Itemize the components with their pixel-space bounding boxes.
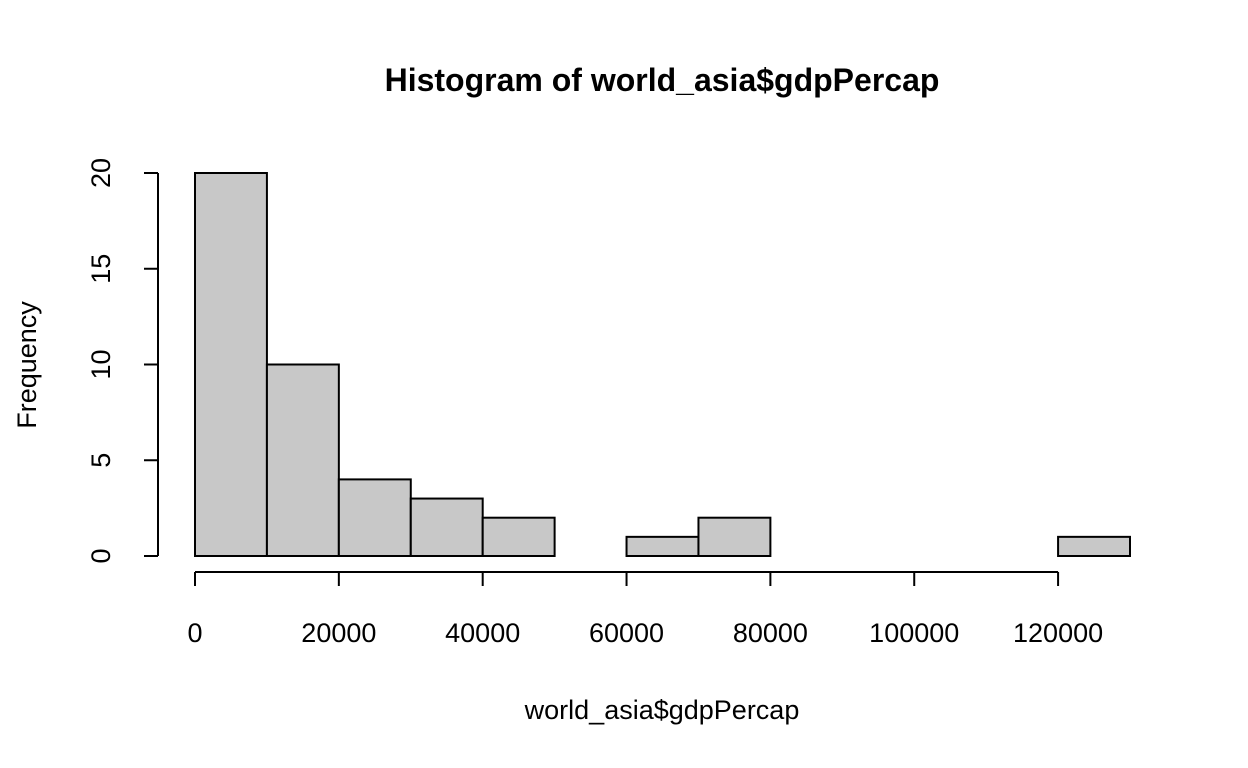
x-tick-label: 40000: [445, 618, 520, 648]
histogram-bar: [194, 172, 268, 557]
histogram-bar: [337, 478, 412, 557]
x-tick-label: 0: [187, 618, 202, 648]
x-axis: 0 20000 40000 60000 80000 100000 120000: [187, 571, 1103, 648]
histogram-bar: [481, 516, 556, 558]
histogram-bar: [1057, 535, 1131, 557]
histogram-bar: [625, 535, 700, 557]
y-axis-label: Frequency: [12, 301, 42, 429]
x-tick-label: 100000: [869, 618, 959, 648]
y-tick-label: 20: [86, 158, 116, 188]
x-tick-label: 120000: [1013, 618, 1103, 648]
x-tick-label: 80000: [733, 618, 808, 648]
x-tick-label: 20000: [301, 618, 376, 648]
chart-title: Histogram of world_asia$gdpPercap: [385, 62, 940, 98]
y-axis: 0 5 10 15 20: [86, 158, 159, 564]
x-axis-label: world_asia$gdpPercap: [524, 695, 800, 725]
x-tick-label: 60000: [589, 618, 664, 648]
y-tick-label: 15: [86, 254, 116, 284]
histogram-bar: [409, 497, 484, 557]
y-tick-label: 5: [86, 453, 116, 468]
y-tick-label: 10: [86, 349, 116, 379]
histogram-bar: [265, 363, 340, 557]
histogram-bar: [697, 516, 772, 558]
y-tick-label: 0: [86, 548, 116, 563]
histogram-bars: [194, 172, 1131, 558]
